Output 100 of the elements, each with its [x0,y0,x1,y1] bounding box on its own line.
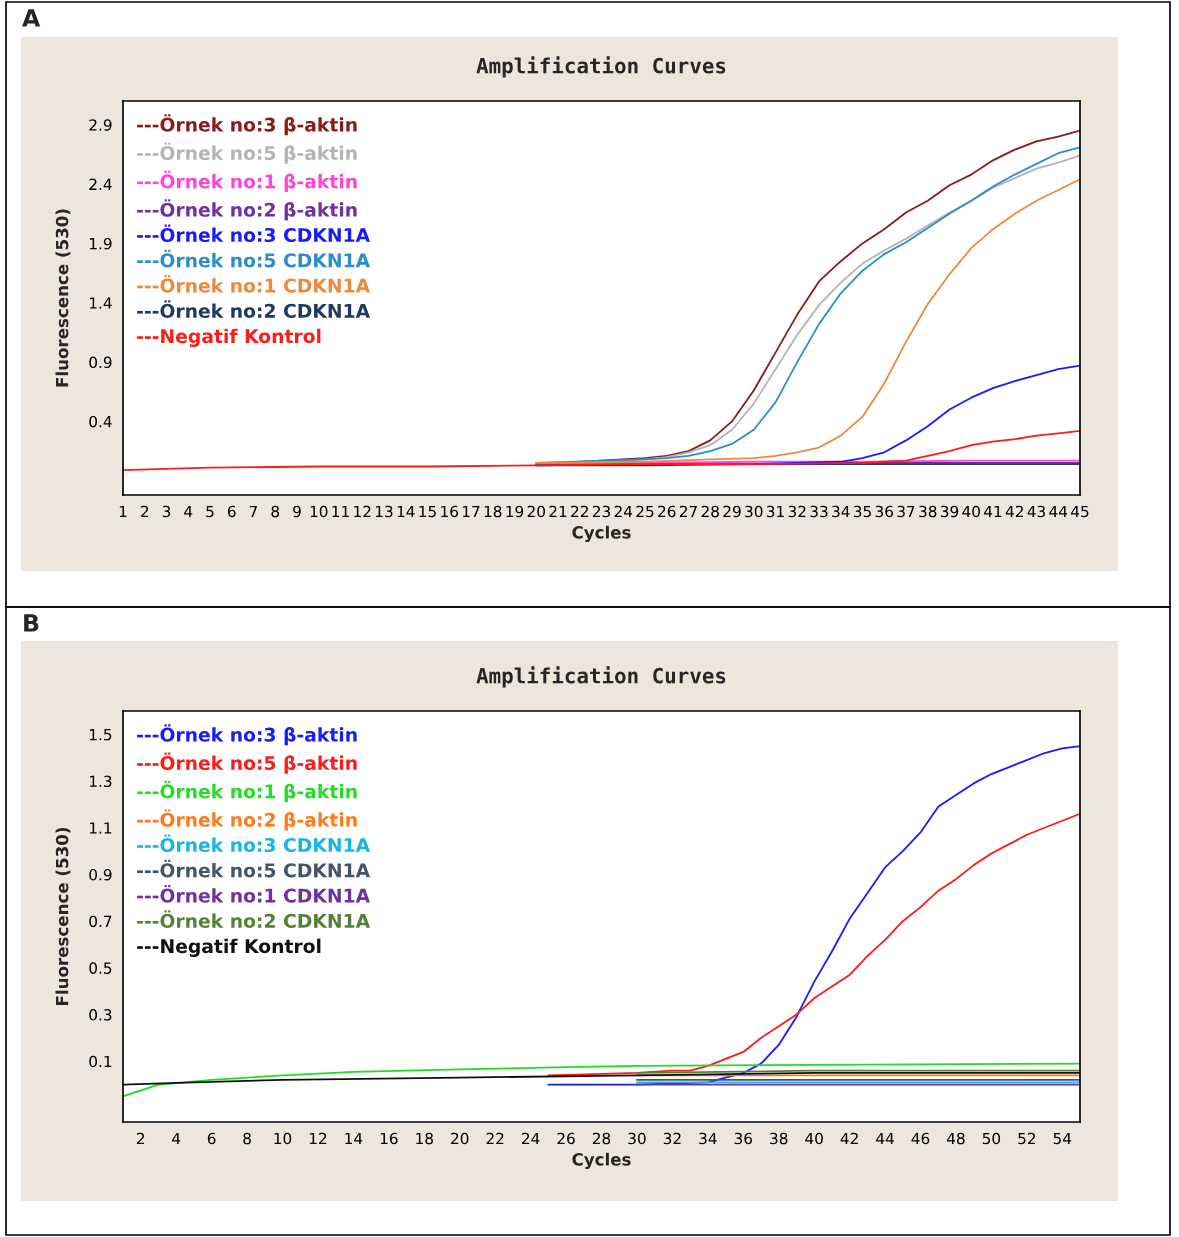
y-tick-label: 0.9 [89,868,112,881]
x-tick-label: 26 [557,1132,575,1145]
x-tick-label: 38 [770,1132,788,1145]
text: ---Örnek no:5 β-aktin [137,752,357,774]
y-tick-label: 2.4 [89,178,112,190]
text: ---Örnek no:5 CDKN1A [137,249,371,268]
y-tick-label: 1.1 [89,822,112,834]
x-tick-label: 8 [243,1132,251,1145]
x-tick-label: 25 [636,505,654,518]
x-tick-label: 22 [571,505,588,518]
x-tick-label: 35 [853,505,871,518]
text: ---Örnek no:1 β-aktin [137,780,357,803]
x-tick-label: 42 [840,1132,858,1145]
y-tick-label: 0.3 [89,1009,112,1021]
x-tick-label: 30 [628,1132,646,1145]
x-tick-label: 46 [911,1132,930,1145]
x-tick-label: 36 [875,505,894,518]
x-tick-label: 5 [206,505,214,518]
x-tick-label: 34 [699,1132,717,1145]
x-tick-label: 2 [136,1132,145,1145]
x-tick-label: 6 [207,1132,216,1145]
x-tick-label: 4 [184,505,193,518]
y-tick-label: 1.4 [89,297,112,309]
x-tick-label: 18 [484,505,502,518]
x-tick-label: 6 [227,505,236,518]
x-tick-label: 48 [946,1132,965,1145]
x-tick-label: 23 [592,505,610,518]
x-tick-label: 44 [876,1132,894,1145]
x-tick-label: 22 [486,1132,504,1145]
text: B [24,614,39,632]
y-tick-label: 2.9 [89,119,112,131]
x-tick-label: 3 [162,505,171,518]
x-tick-label: 10 [274,1132,292,1145]
y-axis-title: Fluorescence (530) [55,827,71,1005]
x-tick-label: 44 [1049,505,1068,518]
x-tick-label: 18 [416,1132,433,1145]
x-tick-label: 43 [1027,505,1045,518]
text: ---Örnek no:2 CDKN1A [137,910,371,928]
y-tick-label: 1.5 [89,729,112,741]
text: ---Örnek no:3 β-aktin [137,724,357,746]
x-tick-label: 27 [679,505,697,518]
x-tick-label: 16 [380,1132,398,1145]
x-tick-label: 10 [310,505,328,518]
y-axis-title: Fluorescence (530) [55,209,71,387]
x-tick-label: 36 [734,1132,753,1145]
x-tick-label: 13 [375,505,393,518]
y-tick-label: 1.3 [89,775,112,788]
text: ---Negatif Kontrol [137,938,321,957]
x-tick-label: 24 [614,505,633,518]
x-tick-label: 32 [663,1132,681,1145]
text: ---Örnek no:3 β-aktin [137,114,357,136]
x-tick-label: 39 [940,505,959,518]
x-tick-label: 21 [549,505,567,518]
x-tick-label: 15 [419,505,436,518]
x-tick-label: 12 [354,505,371,518]
x-tick-label: 9 [293,505,301,518]
text: ---Örnek no:2 β-aktin [137,199,357,221]
x-tick-label: 14 [345,1132,363,1145]
text: ---Örnek no:1 CDKN1A [137,885,371,903]
x-tick-label: 34 [832,505,850,518]
x-axis-title: Cycles [572,525,631,543]
text: ---Örnek no:2 β-aktin [137,809,357,831]
x-tick-label: 29 [723,505,741,518]
x-tick-label: 7 [249,505,258,518]
x-tick-label: 31 [766,505,784,518]
x-tick-label: 26 [658,505,676,518]
text: ---Örnek no:1 CDKN1A [137,275,371,293]
x-tick-label: 40 [962,505,980,518]
x-tick-label: 11 [332,505,349,518]
x-tick-label: 37 [897,505,915,518]
x-tick-label: 19 [506,505,524,518]
text: A [22,9,41,27]
x-tick-label: 30 [745,505,763,518]
chart-title: Amplification Curves [476,666,726,688]
y-tick-label: 0.1 [89,1055,112,1068]
x-tick-label: 2 [141,505,149,518]
x-tick-label: 12 [309,1132,327,1145]
x-tick-label: 8 [271,505,280,518]
x-tick-label: 38 [919,505,937,518]
text: ---Negatif Kontrol [137,328,321,347]
y-tick-label: 0.7 [89,915,112,928]
y-tick-label: 0.9 [89,356,112,369]
x-tick-label: 4 [172,1132,181,1145]
x-tick-label: 1 [119,505,127,518]
text: ---Örnek no:2 CDKN1A [137,300,371,318]
x-axis-title: Cycles [572,1152,631,1170]
x-tick-label: 20 [527,505,545,518]
text: ---Örnek no:5 CDKN1A [137,859,371,878]
y-tick-label: 1.9 [89,237,112,250]
x-tick-label: 14 [397,505,415,518]
x-tick-label: 45 [1071,505,1089,518]
y-tick-label: 0.4 [89,415,112,428]
text: ---Örnek no:5 β-aktin [137,142,357,164]
text: ---Örnek no:3 CDKN1A [137,224,371,243]
x-tick-label: 42 [1005,505,1023,518]
x-tick-label: 28 [592,1132,611,1145]
y-tick-label: 0.5 [89,962,112,974]
x-tick-label: 50 [982,1132,1001,1145]
x-tick-label: 24 [522,1132,540,1145]
x-tick-label: 54 [1053,1132,1072,1145]
